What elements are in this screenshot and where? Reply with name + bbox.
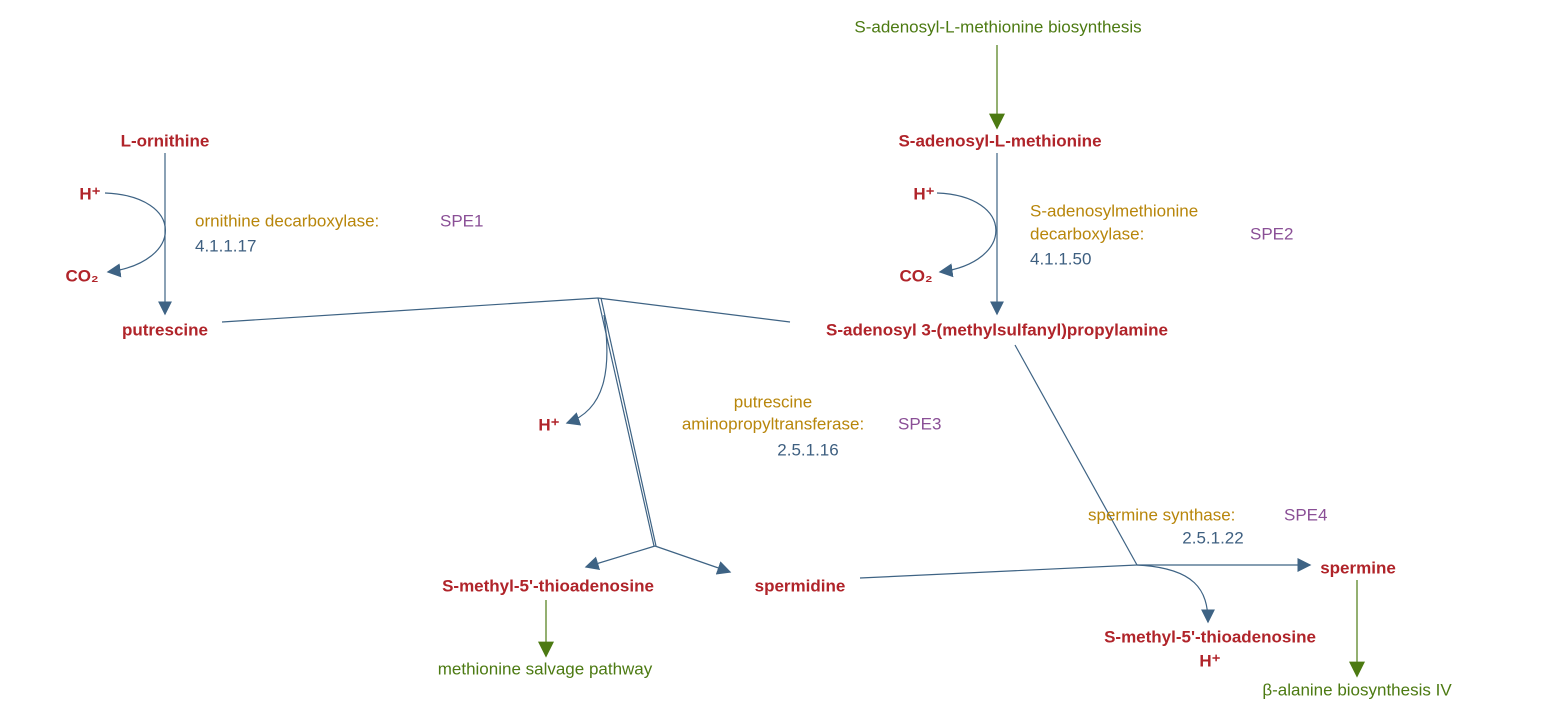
compound[interactable]: S-methyl-5'-thioadenosine [442,576,654,595]
enzyme-name[interactable]: spermine synthase: [1088,505,1235,524]
line [859,564,1138,579]
enzyme-name[interactable]: aminopropyltransferase: [682,414,864,433]
edges [104,45,1365,678]
compound[interactable]: H⁺ [538,415,559,434]
line [600,297,657,547]
compound[interactable]: H⁺ [79,184,100,203]
enzyme-name[interactable]: ornithine decarboxylase: [195,211,379,230]
ec-number[interactable]: 2.5.1.16 [777,440,838,459]
arrow [584,545,656,571]
pathway-link[interactable]: S-adenosyl-L-methionine biosynthesis [854,17,1141,36]
arrow [654,545,732,575]
gene[interactable]: SPE4 [1284,505,1327,524]
compound[interactable]: L-ornithine [121,131,210,150]
compound[interactable]: H⁺ [1199,651,1220,670]
enzyme-name[interactable]: decarboxylase: [1030,224,1144,243]
pathway-link[interactable]: methionine salvage pathway [438,659,653,678]
gene[interactable]: SPE3 [898,414,941,433]
arrow [104,192,166,278]
compound[interactable]: S-adenosyl 3-(methylsulfanyl)propylamine [826,320,1168,339]
ec-number[interactable]: 2.5.1.22 [1182,528,1243,547]
compound[interactable]: spermine [1320,558,1396,577]
compound[interactable]: spermidine [755,576,846,595]
compound[interactable]: putrescine [122,320,208,339]
line [597,297,791,323]
compound[interactable]: S-methyl-5'-thioadenosine [1104,627,1316,646]
gene[interactable]: SPE2 [1250,224,1293,243]
labels: S-adenosyl-L-methionine biosynthesis met… [65,17,1452,699]
line [221,297,599,323]
line [597,297,655,547]
compound[interactable]: CO₂ [65,266,98,285]
pathway-link[interactable]: β-alanine biosynthesis IV [1262,680,1452,699]
ec-number[interactable]: 4.1.1.50 [1030,249,1091,268]
compound[interactable]: H⁺ [913,184,934,203]
enzyme-name[interactable]: putrescine [734,392,812,411]
line [1014,344,1138,566]
compound[interactable]: CO₂ [899,266,932,285]
arrow [1136,564,1215,624]
ec-number[interactable]: 4.1.1.17 [195,236,256,255]
gene[interactable]: SPE1 [440,211,483,230]
enzyme-name[interactable]: S-adenosylmethionine [1030,201,1198,220]
arrow [936,192,997,278]
compound[interactable]: S-adenosyl-L-methionine [898,131,1101,150]
arrow [565,314,608,426]
